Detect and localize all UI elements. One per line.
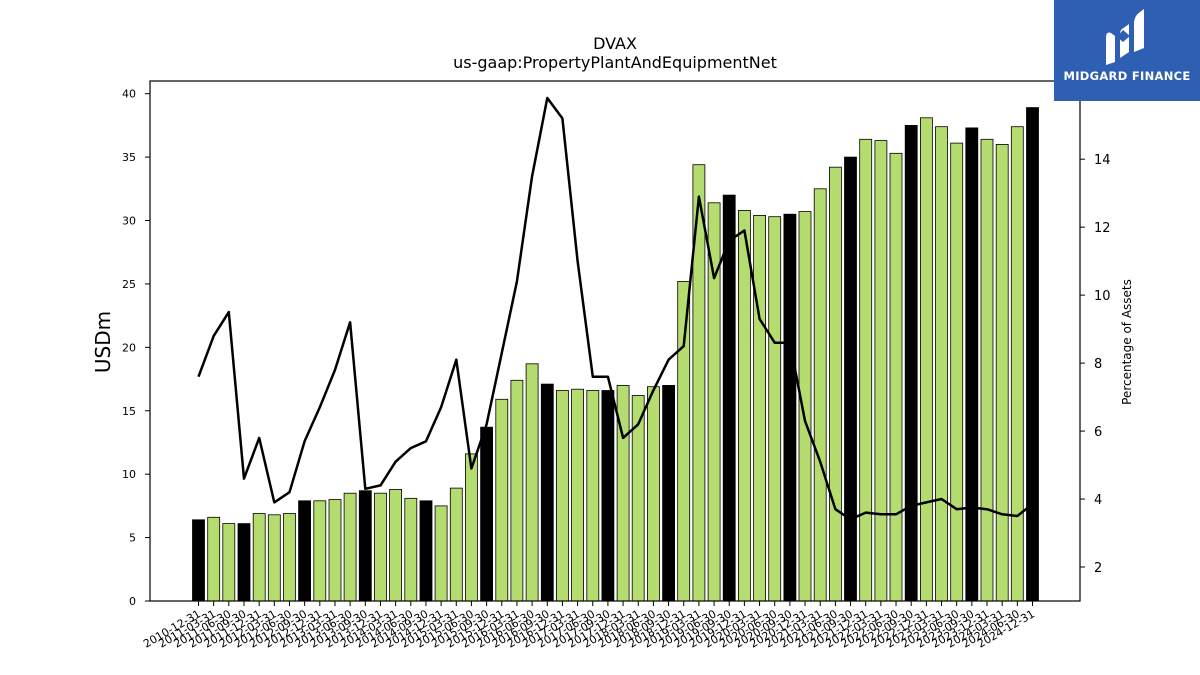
bar [222, 523, 236, 602]
bar [283, 513, 296, 602]
bar [586, 390, 600, 602]
chart-title: DVAX [593, 34, 637, 53]
y2-tick-label: 14 [1094, 153, 1111, 168]
bar [313, 500, 327, 602]
bar [480, 426, 494, 602]
y-tick-label: 25 [122, 278, 136, 291]
bar [783, 213, 797, 602]
midgard-finance-logo: MIDGARD FINANCE [1054, 0, 1200, 101]
bar [252, 513, 266, 602]
y2-tick-label: 12 [1094, 221, 1111, 236]
bar [192, 519, 205, 602]
bar [267, 514, 281, 602]
bar [965, 127, 979, 602]
bar [950, 142, 964, 602]
bar [813, 188, 827, 602]
bar [374, 492, 387, 602]
y2-tick-label: 10 [1094, 289, 1111, 304]
bar [904, 125, 918, 602]
bar [540, 383, 554, 602]
logo-text: MIDGARD FINANCE [1063, 69, 1191, 83]
y-tick-label: 10 [122, 468, 136, 481]
bar [525, 363, 539, 602]
bar [798, 211, 812, 602]
bar [844, 156, 857, 602]
bar [601, 390, 615, 602]
bar [298, 500, 312, 602]
bar [768, 216, 782, 602]
bar [753, 214, 766, 602]
y-axis-label: USDm [91, 311, 115, 373]
bar [889, 152, 903, 602]
bar [859, 138, 873, 602]
y2-tick-label: 6 [1094, 425, 1102, 440]
plot-frame [149, 80, 1081, 602]
bar [1010, 126, 1024, 602]
bar [358, 490, 372, 602]
line-group [197, 96, 1034, 521]
bar [722, 194, 736, 602]
bar [829, 166, 842, 602]
bar [920, 117, 933, 602]
midgard-logo-icon [1106, 9, 1144, 65]
bar [556, 390, 569, 602]
bar [510, 379, 524, 602]
y2-tick-label: 4 [1094, 493, 1102, 508]
bar [995, 143, 1009, 602]
bar [677, 280, 691, 602]
bar [874, 140, 888, 602]
bar [389, 488, 403, 602]
bar [343, 492, 357, 602]
bar [571, 388, 584, 602]
bar [738, 209, 751, 602]
bar [464, 453, 478, 602]
bar [404, 497, 418, 602]
y-tick-label: 40 [122, 88, 136, 101]
y-tick-label: 5 [129, 532, 136, 545]
bar [980, 138, 994, 602]
bar [207, 516, 221, 602]
chart-subtitle: us-gaap:PropertyPlantAndEquipmentNet [453, 53, 777, 72]
bar [662, 384, 675, 602]
bar [1026, 107, 1039, 602]
y-tick-label: 30 [122, 215, 136, 228]
y-tick-label: 35 [122, 151, 136, 164]
bar [935, 126, 948, 602]
bar [328, 499, 342, 602]
y-tick-label: 15 [122, 405, 136, 418]
bar [449, 487, 463, 602]
y-tick-label: 0 [129, 595, 136, 608]
y2-axis-label: Percentage of Assets [1120, 279, 1134, 405]
y2-tick-label: 2 [1094, 561, 1102, 576]
bar [631, 395, 645, 602]
bar [237, 523, 251, 602]
y-tick-label: 20 [122, 341, 136, 354]
bar [419, 500, 433, 602]
bar [434, 505, 448, 602]
bar [707, 202, 721, 602]
bars-group [192, 107, 1039, 602]
pct-of-assets-line [197, 96, 1034, 521]
axes-group: 051015202530354024681012142010-12-312011… [122, 80, 1111, 651]
bar [495, 398, 509, 602]
bar [647, 386, 660, 602]
y2-tick-label: 8 [1094, 357, 1102, 372]
